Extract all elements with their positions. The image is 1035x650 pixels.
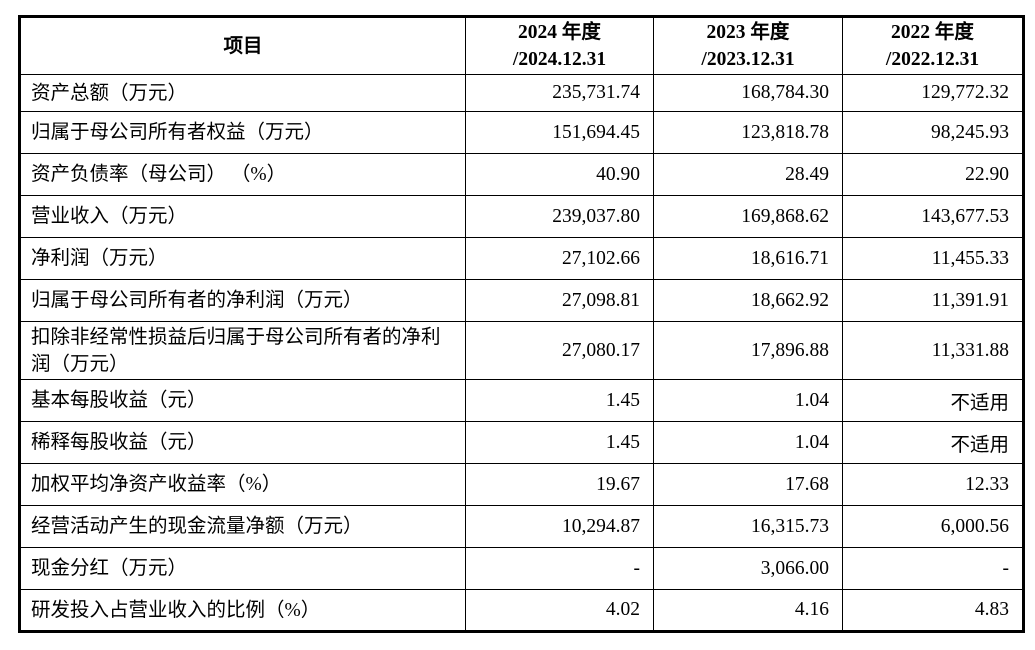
value-cell-2023: 168,784.30 (653, 74, 843, 112)
value-cell-2024: 4.02 (465, 589, 654, 632)
item-cell: 营业收入（万元） (19, 195, 466, 238)
table-row: 资产总额（万元） 235,731.74 168,784.30 129,772.32 (19, 74, 1024, 112)
item-cell: 研发投入占营业收入的比例（%） (19, 589, 466, 632)
value-cell-2022: 98,245.93 (842, 111, 1024, 154)
table-row: 归属于母公司所有者的净利润（万元） 27,098.81 18,662.92 11,39… (19, 279, 1024, 322)
value-cell-2024: 10,294.87 (465, 505, 654, 548)
column-header-2023-line1: 2023 年度 (706, 22, 790, 43)
value-cell-2022: 11,331.88 (842, 321, 1024, 380)
value-cell-2024: 239,037.80 (465, 195, 654, 238)
item-cell: 加权平均净资产收益率（%） (19, 463, 466, 506)
value-cell-2022: 11,455.33 (842, 237, 1024, 280)
table-row: 研发投入占营业收入的比例（%） 4.02 4.16 4.83 (19, 589, 1024, 632)
item-cell: 净利润（万元） (19, 237, 466, 280)
column-header-2024: 2024 年度 /2024.12.31 (465, 16, 654, 75)
column-header-2024-line2: /2024.12.31 (512, 49, 607, 70)
value-cell-2024: 27,102.66 (465, 237, 654, 280)
value-cell-2023: 1.04 (653, 379, 843, 422)
item-cell: 扣除非经常性损益后归属于母公司所有者的净利润（万元） (19, 321, 466, 380)
value-cell-2024: 1.45 (465, 421, 654, 464)
item-cell: 稀释每股收益（元） (19, 421, 466, 464)
item-cell: 归属于母公司所有者的净利润（万元） (19, 279, 466, 322)
value-cell-2023: 18,616.71 (653, 237, 843, 280)
item-cell: 基本每股收益（元） (19, 379, 466, 422)
value-cell-2022: 不适用 (842, 379, 1024, 422)
table-row: 净利润（万元） 27,102.66 18,616.71 11,455.33 (19, 237, 1024, 280)
financial-summary-table: 项目 2024 年度 /2024.12.31 2023 年度 /2023.12.… (18, 15, 1025, 633)
value-cell-2023: 4.16 (653, 589, 843, 632)
value-cell-2024: 19.67 (465, 463, 654, 506)
table-row: 现金分红（万元） -3,066.00- (19, 547, 1024, 590)
table-row: 营业收入（万元） 239,037.80 169,868.62 143,677.53 (19, 195, 1024, 238)
value-cell-2024: 27,098.81 (465, 279, 654, 322)
value-cell-2022: 22.90 (842, 153, 1024, 196)
value-cell-2023: 169,868.62 (653, 195, 843, 238)
table-row: 稀释每股收益（元） 1.45 1.04 不适用 (19, 421, 1024, 464)
table-row: 基本每股收益（元） 1.45 1.04 不适用 (19, 379, 1024, 422)
item-cell: 资产总额（万元） (19, 74, 466, 112)
column-header-2022-line1: 2022 年度 (891, 22, 974, 43)
item-cell: 经营活动产生的现金流量净额（万元） (19, 505, 466, 548)
value-cell-2024: 1.45 (465, 379, 654, 422)
column-header-2022: 2022 年度 /2022.12.31 (842, 16, 1024, 75)
item-cell: 归属于母公司所有者权益（万元） (19, 111, 466, 154)
column-header-item: 项目 (19, 16, 466, 75)
value-cell-2022: 6,000.56 (842, 505, 1024, 548)
column-header-2024-line1: 2024 年度 (518, 22, 601, 43)
value-cell-2023: 1.04 (653, 421, 843, 464)
column-header-2023: 2023 年度 /2023.12.31 (653, 16, 843, 75)
value-cell-2022: 129,772.32 (842, 74, 1024, 112)
table-row: 经营活动产生的现金流量净额（万元） 10,294.87 16,315.73 6,000… (19, 505, 1024, 548)
value-cell-2023: 17,896.88 (653, 321, 843, 380)
value-cell-2023: 17.68 (653, 463, 843, 506)
column-header-2022-line2: /2022.12.31 (885, 49, 980, 70)
value-cell-2024: 151,694.45 (465, 111, 654, 154)
value-cell-2024: - (465, 547, 654, 590)
item-cell: 现金分红（万元） (19, 547, 466, 590)
table-row: 加权平均净资产收益率（%） 19.67 17.68 12.33 (19, 463, 1024, 506)
table-row: 扣除非经常性损益后归属于母公司所有者的净利润（万元） 27,080.17 17,89… (19, 321, 1024, 380)
table-header: 项目 2024 年度 /2024.12.31 2023 年度 /2023.12.… (19, 16, 1024, 75)
value-cell-2022: - (842, 547, 1024, 590)
table-body: 资产总额（万元） 235,731.74 168,784.30 129,772.32 归属… (19, 74, 1024, 632)
value-cell-2023: 123,818.78 (653, 111, 843, 154)
value-cell-2022: 12.33 (842, 463, 1024, 506)
table-row: 归属于母公司所有者权益（万元） 151,694.45 123,818.78 98,24… (19, 111, 1024, 154)
value-cell-2022: 143,677.53 (842, 195, 1024, 238)
item-cell: 资产负债率（母公司） （%） (19, 153, 466, 196)
value-cell-2023: 18,662.92 (653, 279, 843, 322)
value-cell-2024: 27,080.17 (465, 321, 654, 380)
value-cell-2022: 不适用 (842, 421, 1024, 464)
column-header-2023-line2: /2023.12.31 (701, 49, 795, 70)
value-cell-2023: 16,315.73 (653, 505, 843, 548)
value-cell-2024: 40.90 (465, 153, 654, 196)
value-cell-2022: 4.83 (842, 589, 1024, 632)
header-row: 项目 2024 年度 /2024.12.31 2023 年度 /2023.12.… (19, 16, 1024, 75)
value-cell-2023: 3,066.00 (653, 547, 843, 590)
value-cell-2024: 235,731.74 (465, 74, 654, 112)
value-cell-2023: 28.49 (653, 153, 843, 196)
table-row: 资产负债率（母公司） （%） 40.90 28.49 22.90 (19, 153, 1024, 196)
value-cell-2022: 11,391.91 (842, 279, 1024, 322)
